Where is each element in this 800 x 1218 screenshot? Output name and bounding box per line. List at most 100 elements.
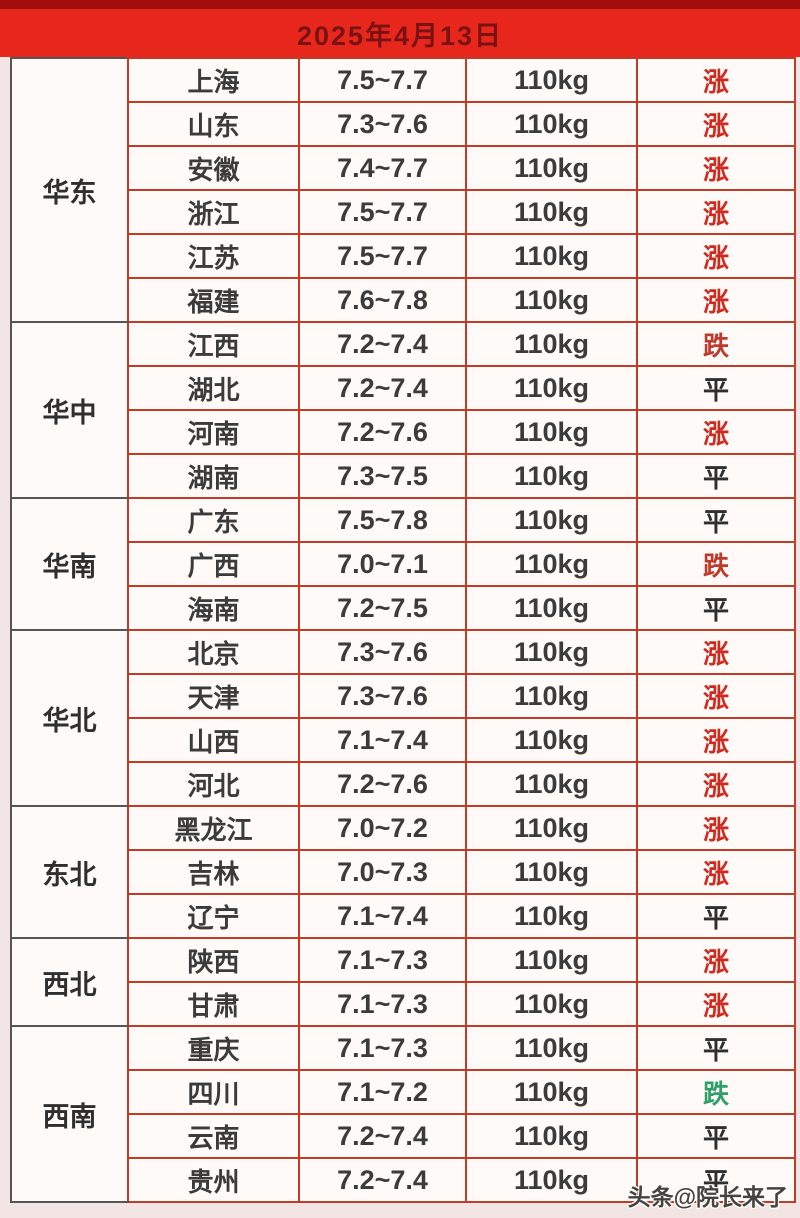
table-row: 山东 7.3~7.6 110kg 涨 bbox=[11, 101, 796, 147]
region-cell: 华东 bbox=[10, 57, 129, 323]
table-row: 湖南 7.3~7.5 110kg 平 bbox=[11, 453, 796, 499]
region-cell: 西北 bbox=[10, 937, 129, 1027]
table-row: 贵州 7.2~7.4 110kg 平 bbox=[11, 1157, 796, 1203]
region-cell: 东北 bbox=[10, 805, 129, 939]
table-row: 河北 7.2~7.6 110kg 涨 bbox=[11, 761, 796, 807]
province-cell: 湖南 bbox=[127, 453, 300, 499]
price-cell: 7.2~7.4 bbox=[298, 1113, 467, 1159]
weight-cell: 110kg bbox=[465, 541, 638, 587]
price-cell: 7.2~7.4 bbox=[298, 321, 467, 367]
price-cell: 7.5~7.7 bbox=[298, 57, 467, 103]
price-cell: 7.2~7.6 bbox=[298, 409, 467, 455]
table-row: 安徽 7.4~7.7 110kg 涨 bbox=[11, 145, 796, 191]
price-cell: 7.2~7.5 bbox=[298, 585, 467, 631]
top-red-strip bbox=[0, 0, 800, 9]
weight-cell: 110kg bbox=[465, 1113, 638, 1159]
trend-cell: 平 bbox=[636, 497, 796, 543]
date-title: 2025年4月13日 bbox=[296, 20, 504, 51]
province-cell: 广西 bbox=[127, 541, 300, 587]
province-cell: 上海 bbox=[127, 57, 300, 103]
trend-cell: 涨 bbox=[636, 937, 796, 983]
province-cell: 黑龙江 bbox=[127, 805, 300, 851]
table-row: 华南 广东 7.5~7.8 110kg 平 bbox=[10, 497, 796, 631]
province-cell: 河北 bbox=[127, 761, 300, 807]
price-cell: 7.0~7.2 bbox=[298, 805, 467, 851]
weight-cell: 110kg bbox=[465, 937, 638, 983]
weight-cell: 110kg bbox=[465, 101, 638, 147]
trend-cell: 跌 bbox=[636, 1069, 796, 1115]
trend-cell: 涨 bbox=[636, 805, 796, 851]
province-cell: 陕西 bbox=[127, 937, 300, 983]
table-row: 东北 黑龙江 7.0~7.2 110kg 涨 bbox=[10, 805, 796, 939]
province-cell: 海南 bbox=[127, 585, 300, 631]
weight-cell: 110kg bbox=[465, 761, 638, 807]
table-row: 西南 重庆 7.1~7.3 110kg 平 bbox=[10, 1025, 796, 1203]
trend-cell: 平 bbox=[636, 365, 796, 411]
table-row: 云南 7.2~7.4 110kg 平 bbox=[11, 1113, 796, 1159]
price-cell: 7.0~7.1 bbox=[298, 541, 467, 587]
province-cell: 广东 bbox=[127, 497, 300, 543]
weight-cell: 110kg bbox=[465, 189, 638, 235]
weight-cell: 110kg bbox=[465, 673, 638, 719]
province-cell: 福建 bbox=[127, 277, 300, 323]
province-cell: 天津 bbox=[127, 673, 300, 719]
province-cell: 江苏 bbox=[127, 233, 300, 279]
province-cell: 四川 bbox=[127, 1069, 300, 1115]
trend-cell: 涨 bbox=[636, 849, 796, 895]
region-cell: 华南 bbox=[10, 497, 129, 631]
weight-cell: 110kg bbox=[465, 145, 638, 191]
weight-cell: 110kg bbox=[465, 1069, 638, 1115]
trend-cell: 平 bbox=[636, 1113, 796, 1159]
region-cell: 华北 bbox=[10, 629, 129, 807]
table-row: 广西 7.0~7.1 110kg 跌 bbox=[11, 541, 796, 587]
weight-cell: 110kg bbox=[465, 629, 638, 675]
price-cell: 7.1~7.3 bbox=[298, 937, 467, 983]
table-row: 华北 北京 7.3~7.6 110kg 涨 bbox=[10, 629, 796, 807]
weight-cell: 110kg bbox=[465, 365, 638, 411]
weight-cell: 110kg bbox=[465, 57, 638, 103]
price-cell: 7.1~7.3 bbox=[298, 981, 467, 1027]
trend-cell: 平 bbox=[636, 1025, 796, 1071]
trend-cell: 跌 bbox=[636, 321, 796, 367]
weight-cell: 110kg bbox=[465, 497, 638, 543]
price-cell: 7.3~7.5 bbox=[298, 453, 467, 499]
table-row: 海南 7.2~7.5 110kg 平 bbox=[11, 585, 796, 631]
province-cell: 甘肃 bbox=[127, 981, 300, 1027]
price-table: 华东 上海 7.5~7.7 110kg 涨 山东 7.3~7.6 110kg 涨… bbox=[10, 57, 796, 1203]
trend-cell: 涨 bbox=[636, 233, 796, 279]
trend-cell: 平 bbox=[636, 1157, 796, 1203]
table-row: 华中 江西 7.2~7.4 110kg 跌 bbox=[10, 321, 796, 499]
trend-cell: 平 bbox=[636, 585, 796, 631]
weight-cell: 110kg bbox=[465, 849, 638, 895]
province-cell: 辽宁 bbox=[127, 893, 300, 939]
trend-cell: 涨 bbox=[636, 717, 796, 763]
weight-cell: 110kg bbox=[465, 233, 638, 279]
trend-cell: 涨 bbox=[636, 981, 796, 1027]
province-cell: 北京 bbox=[127, 629, 300, 675]
watermark: 头条@院长来了 bbox=[627, 1184, 788, 1210]
trend-cell: 涨 bbox=[636, 629, 796, 675]
price-cell: 7.4~7.7 bbox=[298, 145, 467, 191]
province-cell: 云南 bbox=[127, 1113, 300, 1159]
price-cell: 7.6~7.8 bbox=[298, 277, 467, 323]
trend-cell: 涨 bbox=[636, 673, 796, 719]
table-row: 华东 上海 7.5~7.7 110kg 涨 bbox=[10, 57, 796, 323]
table-row: 河南 7.2~7.6 110kg 涨 bbox=[11, 409, 796, 455]
table-row: 福建 7.6~7.8 110kg 涨 bbox=[11, 277, 796, 323]
region-cell: 西南 bbox=[10, 1025, 129, 1203]
price-cell: 7.3~7.6 bbox=[298, 673, 467, 719]
price-cell: 7.2~7.4 bbox=[298, 1157, 467, 1203]
table-row: 辽宁 7.1~7.4 110kg 平 bbox=[11, 893, 796, 939]
table-row: 四川 7.1~7.2 110kg 跌 bbox=[11, 1069, 796, 1115]
table-row: 江苏 7.5~7.7 110kg 涨 bbox=[11, 233, 796, 279]
trend-cell: 涨 bbox=[636, 761, 796, 807]
table-row: 山西 7.1~7.4 110kg 涨 bbox=[11, 717, 796, 763]
weight-cell: 110kg bbox=[465, 981, 638, 1027]
region-cell: 华中 bbox=[10, 321, 129, 499]
table-row: 西北 陕西 7.1~7.3 110kg 涨 bbox=[10, 937, 796, 1027]
province-cell: 湖北 bbox=[127, 365, 300, 411]
price-cell: 7.1~7.4 bbox=[298, 893, 467, 939]
province-cell: 浙江 bbox=[127, 189, 300, 235]
weight-cell: 110kg bbox=[465, 717, 638, 763]
